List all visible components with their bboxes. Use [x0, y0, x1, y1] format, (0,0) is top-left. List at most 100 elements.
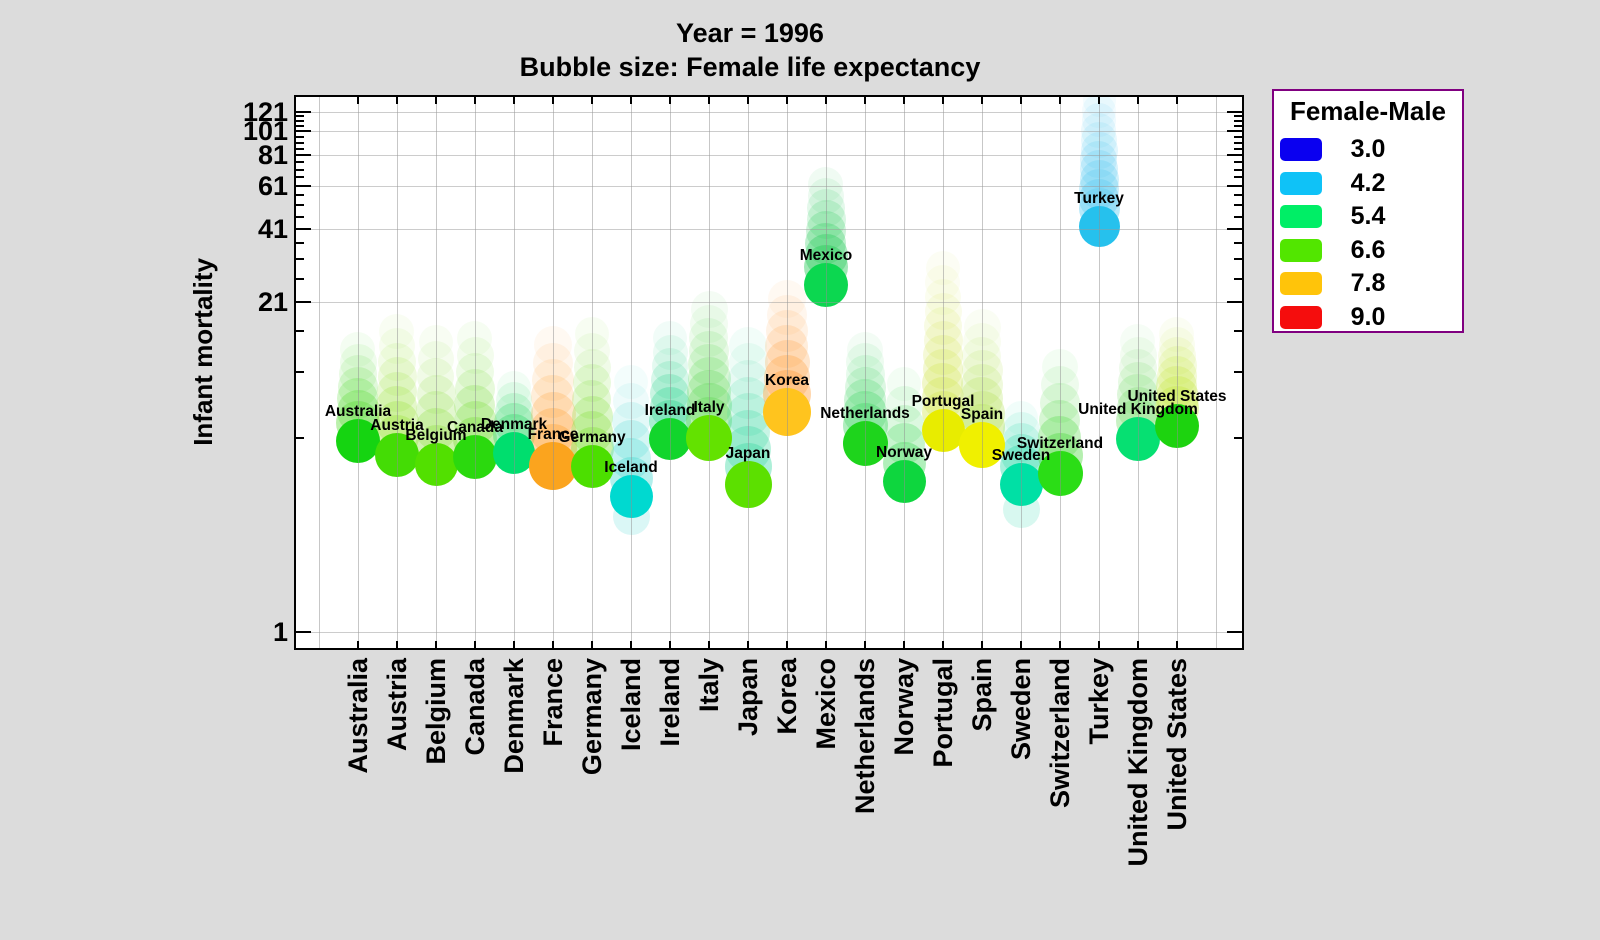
legend: Female-Male 3.0 4.2 5.4 6.6 7.8 9.0 — [1272, 89, 1464, 333]
vertical-gridline — [631, 97, 632, 648]
x-axis-tick — [1020, 97, 1022, 104]
bubble-label-iceland: Iceland — [604, 459, 658, 476]
x-tick-label: Netherlands — [850, 658, 880, 815]
x-tick-label: Italy — [694, 658, 724, 713]
bubble-label-australia: Australia — [324, 403, 392, 420]
x-axis-tick — [864, 641, 866, 648]
vertical-gridline — [553, 97, 554, 648]
horizontal-gridline — [296, 155, 1242, 156]
y-axis-tick — [296, 278, 304, 280]
trail-bubble-france — [531, 375, 574, 418]
x-tick-label: Australia — [343, 658, 373, 774]
x-axis-tick — [1176, 641, 1178, 648]
y-axis-tick — [1227, 185, 1242, 187]
legend-label: 4.2 — [1350, 169, 1386, 197]
horizontal-gridline — [296, 186, 1242, 187]
vertical-gridline — [514, 97, 515, 648]
y-tick-label: 41 — [257, 214, 288, 244]
trail-bubble-united-states — [1156, 366, 1197, 407]
x-axis-tick — [1176, 97, 1178, 104]
trail-bubble-austria — [379, 314, 414, 349]
vertical-gridline — [748, 97, 749, 648]
trail-bubble-canada — [457, 321, 492, 356]
vertical-gridline — [397, 97, 398, 648]
x-axis-tick — [552, 97, 554, 104]
y-axis-tick — [1227, 631, 1242, 633]
legend-label: 7.8 — [1350, 269, 1386, 297]
y-axis-tick — [1227, 111, 1242, 113]
y-axis-tick — [1227, 301, 1242, 303]
x-axis-tick — [552, 641, 554, 648]
y-axis-tick — [1227, 130, 1242, 132]
y-axis-tick — [1234, 115, 1242, 117]
y-axis-tick — [296, 161, 304, 163]
x-axis-tick — [1098, 97, 1100, 104]
vertical-gridline — [1216, 97, 1217, 648]
y-tick-label: 121 — [242, 97, 288, 127]
vertical-gridline — [1099, 97, 1100, 648]
y-axis-tick — [296, 136, 304, 138]
y-axis-tick — [296, 125, 304, 127]
vertical-gridline — [709, 97, 710, 648]
vertical-gridline — [787, 97, 788, 648]
x-axis-tick — [942, 97, 944, 104]
bubble-label-turkey: Turkey — [1074, 190, 1124, 207]
y-axis-tick — [296, 111, 311, 113]
trail-bubble-australia — [340, 332, 375, 367]
y-axis-title: Infant mortality — [188, 258, 218, 446]
x-tick-label: Turkey — [1084, 658, 1114, 745]
trail-bubble-united-states — [1159, 317, 1194, 352]
bubble-label-united-states: United States — [1127, 388, 1227, 405]
x-axis-tick — [591, 641, 593, 648]
trail-bubble-spain — [962, 337, 1001, 376]
y-axis-tick — [296, 228, 311, 230]
y-axis-tick — [296, 185, 311, 187]
bubble-label-united-kingdom: United Kingdom — [1078, 401, 1198, 418]
y-axis-tick — [296, 242, 304, 244]
bubble-label-denmark: Denmark — [480, 416, 548, 433]
y-axis-tick — [296, 176, 304, 178]
trail-bubble-iceland — [610, 438, 651, 479]
trail-bubble-united-kingdom — [1120, 324, 1155, 359]
bubble-label-spain: Spain — [960, 406, 1004, 423]
x-axis-tick — [1059, 641, 1061, 648]
vertical-gridline — [358, 97, 359, 648]
y-axis-tick — [1234, 242, 1242, 244]
x-tick-label: Ireland — [655, 658, 685, 747]
vertical-gridline — [1021, 97, 1022, 648]
bubble-label-ireland: Ireland — [644, 402, 696, 419]
bubble-label-sweden: Sweden — [991, 447, 1051, 464]
x-tick-label: United States — [1162, 658, 1192, 831]
trail-bubble-germany — [572, 380, 611, 419]
trail-bubble-spain — [960, 377, 1003, 420]
x-tick-label: France — [538, 658, 568, 747]
legend-swatch — [1280, 172, 1322, 195]
bubble-label-norway: Norway — [876, 444, 932, 461]
y-axis-tick — [1234, 204, 1242, 206]
legend-label: 9.0 — [1350, 303, 1386, 331]
trail-bubble-italy — [689, 318, 728, 357]
chart-title-line2: Bubble size: Female life expectancy — [519, 52, 981, 82]
x-axis-tick — [1020, 641, 1022, 648]
x-axis-tick — [786, 97, 788, 104]
y-axis-tick — [1234, 142, 1242, 144]
y-axis-tick — [296, 115, 304, 117]
vertical-gridline — [943, 97, 944, 648]
x-tick-label: Canada — [460, 658, 490, 756]
bubble-labels-layer: Australia Austria Belgium Canada Denmark Fran… — [296, 97, 1242, 648]
x-tick-label: Mexico — [811, 658, 841, 750]
y-axis-tick — [296, 130, 311, 132]
x-tick-label: Portugal — [928, 658, 958, 768]
bubble-label-mexico: Mexico — [799, 247, 853, 264]
axis-ticks-layer — [296, 97, 1242, 648]
chart-title: Year = 1996 Bubble size: Female life exp… — [260, 16, 1240, 84]
x-axis-tick — [825, 641, 827, 648]
x-axis-tick — [747, 97, 749, 104]
horizontal-gridline — [296, 112, 1242, 113]
y-axis-tick — [1234, 194, 1242, 196]
trail-bubble-portugal — [922, 363, 963, 404]
bubble-label-canada: Canada — [447, 419, 503, 436]
x-axis-tick — [630, 641, 632, 648]
x-axis-tick — [513, 97, 515, 104]
